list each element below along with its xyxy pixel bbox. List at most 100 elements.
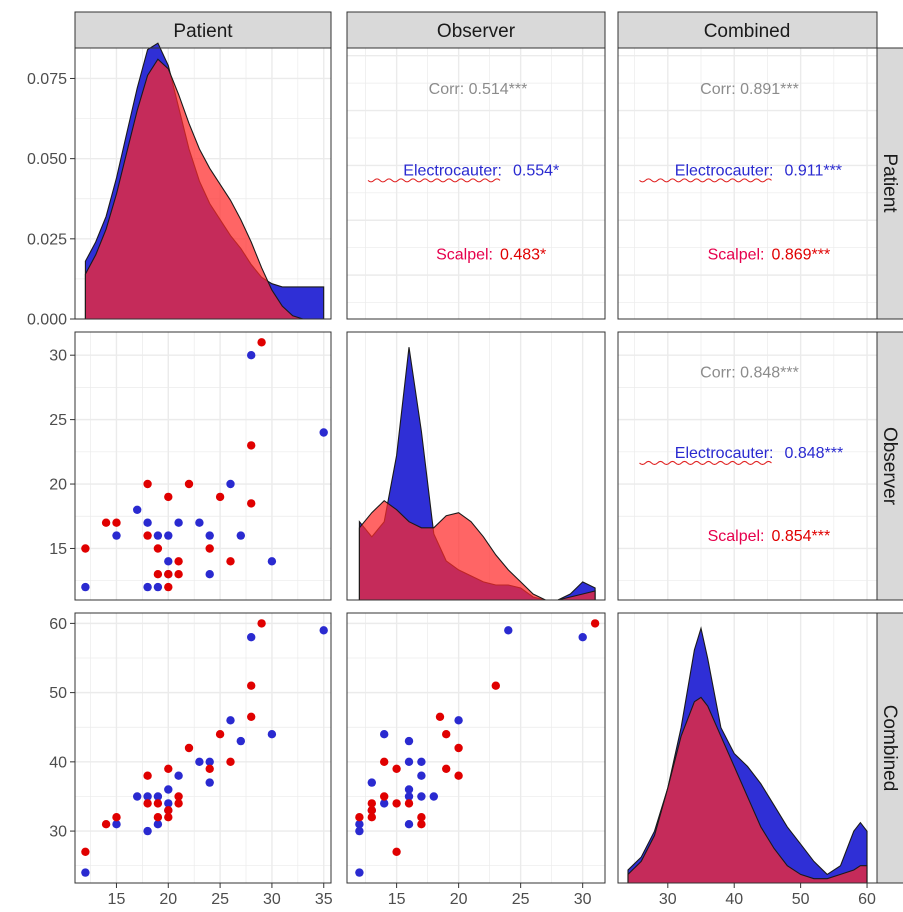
y-tick-label-patient-1: 0.025 — [27, 231, 67, 248]
point-electrocauter-combined-patient-6 — [153, 820, 163, 829]
point-scalpel-combined-observer-15 — [380, 757, 389, 766]
panel-combined-patient-bg — [75, 613, 331, 883]
axis-ticks: 0.000 0.025 0.050 0.075 15 20 25 30 30 40 50 60 15 20… — [27, 71, 876, 908]
point-scalpel-combined-observer-16 — [491, 681, 500, 690]
point-electrocauter-combined-observer-1 — [404, 820, 414, 829]
point-electrocauter-combined-patient-13 — [205, 778, 214, 787]
point-scalpel-observer-patient-0 — [81, 544, 90, 553]
x-tick-label-combined-3: 60 — [858, 891, 876, 908]
point-scalpel-observer-patient-4 — [143, 531, 152, 540]
col-strip-patient: Patient — [173, 21, 233, 42]
row-strip-patient: Patient — [879, 153, 900, 213]
point-scalpel-combined-observer-10 — [380, 792, 389, 801]
point-scalpel-observer-patient-9 — [164, 570, 173, 579]
point-electrocauter-combined-patient-16 — [247, 633, 256, 642]
point-electrocauter-combined-patient-15 — [236, 736, 245, 746]
point-scalpel-observer-patient-12 — [184, 479, 194, 489]
point-scalpel-combined-observer-6 — [392, 799, 401, 808]
point-electrocauter-combined-observer-7 — [404, 785, 414, 794]
point-scalpel-observer-patient-18 — [257, 338, 266, 347]
corr-electrocauter-label: Electrocauter: — [675, 162, 774, 179]
panel-patient-patient — [74, 42, 332, 320]
corr-overall-patient-combined: Corr: 0.891*** — [700, 81, 799, 98]
point-scalpel-observer-patient-1 — [101, 518, 111, 527]
col-strip-observer: Observer — [437, 21, 516, 42]
point-scalpel-observer-patient-6 — [153, 544, 163, 553]
point-electrocauter-observer-patient-1 — [112, 531, 121, 540]
point-scalpel-combined-observer-12 — [454, 743, 463, 753]
point-scalpel-combined-observer-1 — [417, 820, 426, 829]
panel-observer-combined-grid — [618, 332, 877, 600]
panel-patient-observer-border — [346, 47, 606, 320]
panel-combined-observer-grid — [347, 613, 605, 883]
point-scalpel-combined-patient-0 — [81, 847, 90, 856]
point-scalpel-observer-patient-11 — [174, 570, 183, 579]
corr-scalpel-label: Scalpel: — [708, 528, 765, 545]
col-strip-patient-bg — [74, 11, 332, 49]
corr-scalpel-label: Scalpel: — [708, 246, 765, 263]
x-tick-label-combined-2: 50 — [792, 891, 810, 908]
panel-observer-observer — [346, 331, 606, 601]
point-electrocauter-combined-observer-0 — [355, 868, 364, 877]
panel-observer-patient-border — [74, 331, 332, 601]
facet-panels: Corr: 0.514*** Electrocauter: 0.554* Scalpe… — [74, 42, 878, 884]
point-electrocauter-combined-patient-17 — [267, 730, 277, 739]
point-scalpel-combined-patient-15 — [226, 757, 235, 766]
panel-patient-observer-bg — [347, 48, 605, 319]
point-electrocauter-combined-patient-12 — [205, 757, 214, 766]
panel-patient-combined-border — [617, 47, 878, 320]
point-electrocauter-observer-patient-12 — [205, 531, 214, 540]
y-tick-label-observer-3: 30 — [49, 348, 67, 365]
point-scalpel-combined-observer-18 — [590, 619, 600, 628]
point-scalpel-combined-patient-5 — [153, 813, 163, 822]
point-scalpel-observer-patient-3 — [143, 479, 152, 489]
point-electrocauter-observer-patient-3 — [143, 518, 152, 527]
point-electrocauter-observer-patient-6 — [153, 582, 163, 592]
panel-observer-patient — [74, 331, 332, 601]
col-strip-combined-bg — [617, 11, 878, 49]
density-scalpel-observer — [358, 499, 596, 601]
point-scalpel-combined-patient-17 — [247, 712, 256, 721]
point-scalpel-combined-patient-2 — [112, 813, 121, 822]
panel-combined-combined — [617, 612, 878, 884]
point-electrocauter-combined-patient-11 — [195, 757, 204, 766]
x-tick-label-patient-3: 30 — [263, 891, 281, 908]
point-scalpel-observer-patient-13 — [205, 544, 214, 553]
panel-combined-patient-border — [74, 612, 332, 884]
point-electrocauter-observer-patient-5 — [153, 531, 163, 540]
point-scalpel-combined-observer-4 — [404, 799, 414, 808]
corr-electrocauter-label: Electrocauter: — [403, 162, 502, 179]
y-tick-label-combined-0: 30 — [49, 824, 67, 841]
panel-combined-patient-grid — [75, 613, 331, 883]
corr-scalpel-value: 0.854*** — [772, 528, 831, 545]
point-scalpel-combined-patient-6 — [153, 799, 163, 808]
point-electrocauter-combined-patient-4 — [143, 826, 152, 836]
corr-scalpel-label: Scalpel: — [436, 246, 493, 263]
y-tick-label-observer-2: 25 — [49, 412, 67, 429]
spellcheck-underline — [639, 460, 772, 465]
point-electrocauter-combined-observer-6 — [355, 820, 364, 829]
x-tick-label-patient-2: 25 — [211, 891, 229, 908]
point-scalpel-combined-patient-9 — [164, 806, 173, 815]
y-tick-label-patient-0: 0.000 — [27, 312, 67, 329]
panel-observer-combined: Corr: 0.848*** Electrocauter: 0.848*** Scal… — [617, 331, 878, 601]
row-strip-observer-bg — [876, 331, 903, 601]
x-tick-label-combined-0: 30 — [659, 891, 677, 908]
panel-observer-observer-border — [346, 331, 606, 601]
point-electrocauter-observer-patient-18 — [319, 428, 328, 437]
point-scalpel-combined-patient-13 — [205, 764, 214, 773]
panel-combined-observer — [346, 612, 606, 884]
x-tick-label-observer-0: 15 — [388, 891, 406, 908]
point-electrocauter-observer-patient-2 — [133, 505, 142, 514]
row-strip-patient-bg — [876, 47, 903, 320]
corr-scalpel-value: 0.869*** — [772, 246, 831, 263]
point-electrocauter-combined-patient-8 — [164, 799, 173, 808]
y-tick-label-observer-0: 15 — [49, 541, 67, 558]
point-electrocauter-combined-patient-7 — [164, 785, 173, 794]
point-electrocauter-combined-observer-10 — [417, 771, 426, 780]
point-electrocauter-combined-patient-18 — [319, 626, 328, 635]
x-tick-label-observer-3: 30 — [574, 891, 592, 908]
corr-overall-patient-observer: Corr: 0.514*** — [429, 81, 528, 98]
y-tick-label-patient-3: 0.075 — [27, 71, 67, 88]
